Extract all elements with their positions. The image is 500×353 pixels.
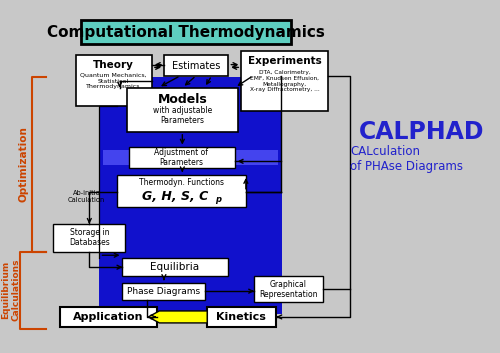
Bar <box>254 276 323 302</box>
Bar <box>164 55 228 76</box>
Bar <box>122 258 228 276</box>
Bar <box>117 175 246 207</box>
Text: G, H, S, C: G, H, S, C <box>142 190 208 203</box>
Text: Kinetics: Kinetics <box>216 312 266 322</box>
Bar <box>60 307 156 327</box>
Text: Storage in
Databases: Storage in Databases <box>69 228 110 247</box>
Text: Phase Diagrams: Phase Diagrams <box>128 287 200 296</box>
Text: Estimates: Estimates <box>172 60 220 71</box>
Text: Equilibria: Equilibria <box>150 262 200 272</box>
Text: Graphical
Representation: Graphical Representation <box>259 280 318 299</box>
Text: Theory: Theory <box>93 60 134 70</box>
Text: CALPHAD: CALPHAD <box>359 120 484 144</box>
Bar <box>100 252 282 314</box>
Text: Ab-initio
Calculation: Ab-initio Calculation <box>68 190 105 203</box>
Text: Experiments: Experiments <box>248 56 322 66</box>
Bar <box>54 224 125 252</box>
Bar <box>127 88 238 132</box>
Text: Adjustment of
Parameters: Adjustment of Parameters <box>154 148 208 167</box>
Bar <box>129 148 235 168</box>
Bar <box>242 51 328 110</box>
Text: p: p <box>216 195 222 204</box>
Text: Optimization: Optimization <box>18 126 28 202</box>
Text: DTA, Calorimetry,
EMF, Knudsen Effusion,
Metallography,
X-ray Diffractometry, ..: DTA, Calorimetry, EMF, Knudsen Effusion,… <box>250 70 320 92</box>
Bar <box>122 283 206 300</box>
Text: Quantum Mechanics,
Statistical
Thermodynamics: Quantum Mechanics, Statistical Thermodyn… <box>80 73 146 90</box>
Text: with adjustable
Parameters: with adjustable Parameters <box>152 106 212 125</box>
Bar <box>207 307 276 327</box>
Bar <box>81 20 291 44</box>
Bar <box>76 55 152 106</box>
Text: Models: Models <box>158 93 207 106</box>
Text: Application: Application <box>72 312 143 322</box>
Text: CALculation
of PHAse Diagrams: CALculation of PHAse Diagrams <box>350 145 463 173</box>
Text: Thermodyn. Functions: Thermodyn. Functions <box>139 178 224 187</box>
FancyArrow shape <box>148 311 207 323</box>
Text: Equilibrium
Calculations: Equilibrium Calculations <box>2 259 21 322</box>
Bar <box>103 150 278 165</box>
Text: Computational Thermodynamics: Computational Thermodynamics <box>47 25 325 40</box>
Bar <box>100 77 282 256</box>
